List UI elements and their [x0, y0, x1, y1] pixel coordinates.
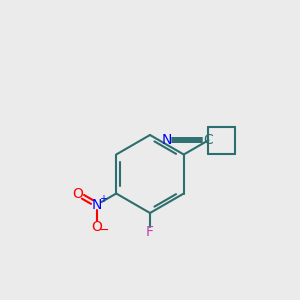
Text: O: O — [72, 187, 83, 200]
Text: N: N — [161, 133, 172, 147]
Text: C: C — [204, 133, 213, 147]
Text: O: O — [91, 220, 102, 234]
Text: +: + — [99, 194, 107, 204]
Text: N: N — [92, 198, 102, 212]
Text: −: − — [99, 224, 110, 237]
Text: F: F — [146, 226, 154, 239]
